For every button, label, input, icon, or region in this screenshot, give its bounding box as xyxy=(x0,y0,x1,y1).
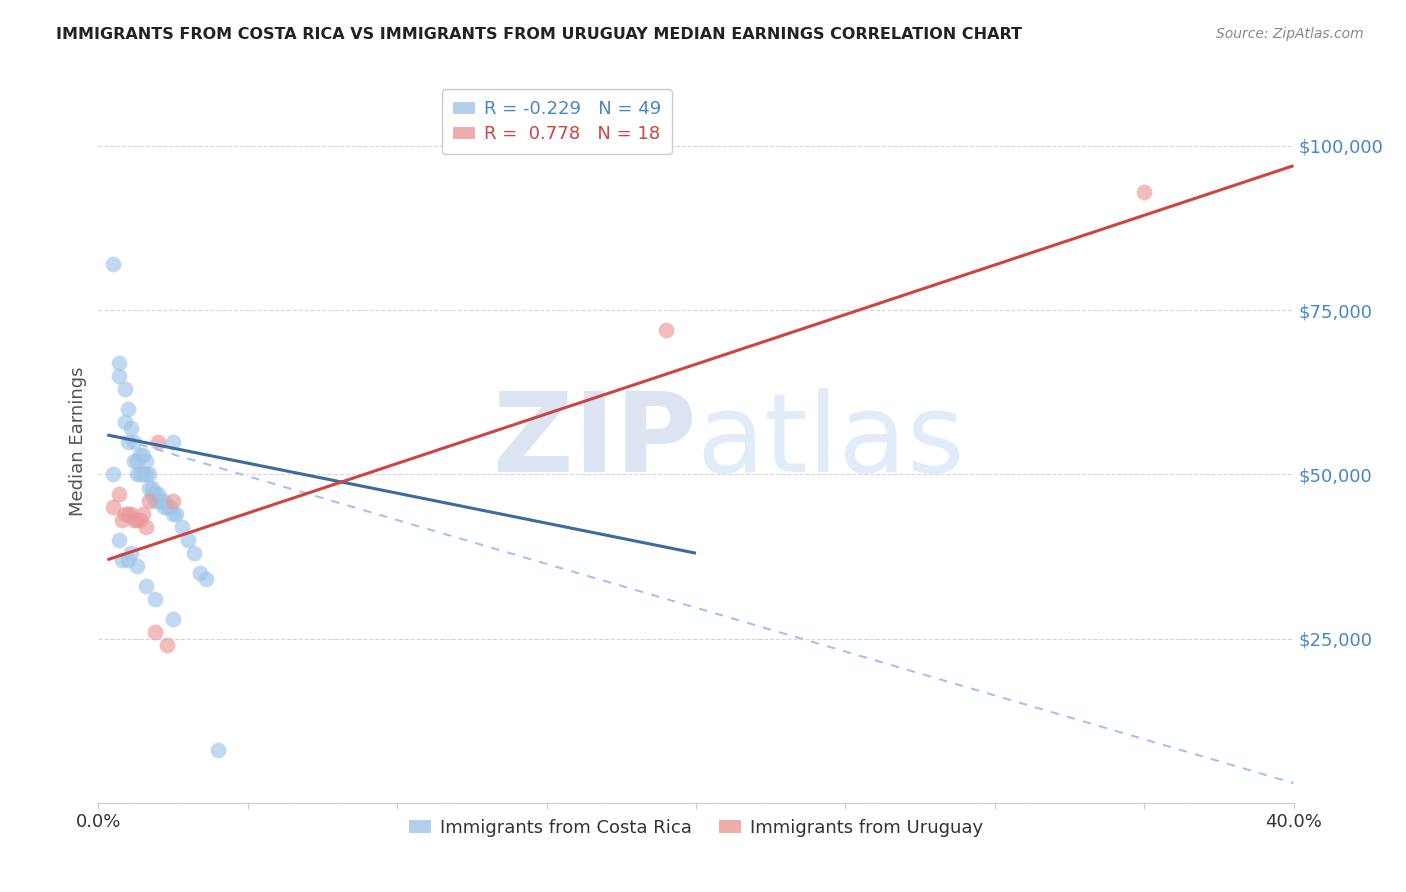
Point xyxy=(114,415,136,429)
Point xyxy=(111,553,134,567)
Point xyxy=(207,743,229,757)
Point xyxy=(129,467,152,482)
Point xyxy=(114,507,136,521)
Text: IMMIGRANTS FROM COSTA RICA VS IMMIGRANTS FROM URUGUAY MEDIAN EARNINGS CORRELATIO: IMMIGRANTS FROM COSTA RICA VS IMMIGRANTS… xyxy=(56,27,1022,42)
Point xyxy=(117,507,139,521)
Point xyxy=(156,500,179,515)
Point xyxy=(135,454,157,468)
Point xyxy=(117,434,139,449)
Point xyxy=(1133,185,1156,199)
Point xyxy=(124,513,146,527)
Point xyxy=(127,454,149,468)
Point xyxy=(132,467,155,482)
Point xyxy=(195,573,218,587)
Legend: Immigrants from Costa Rica, Immigrants from Uruguay: Immigrants from Costa Rica, Immigrants f… xyxy=(402,812,990,845)
Point xyxy=(120,421,142,435)
Point xyxy=(120,546,142,560)
Point xyxy=(148,434,170,449)
Point xyxy=(135,520,157,534)
Point xyxy=(153,500,176,515)
Point xyxy=(103,467,125,482)
Point xyxy=(138,481,160,495)
Point xyxy=(655,323,678,337)
Point xyxy=(172,520,194,534)
Y-axis label: Median Earnings: Median Earnings xyxy=(69,367,87,516)
Point xyxy=(117,401,139,416)
Point xyxy=(135,467,157,482)
Point xyxy=(132,507,155,521)
Text: ZIP: ZIP xyxy=(492,388,696,495)
Point xyxy=(162,434,184,449)
Point xyxy=(148,487,170,501)
Point xyxy=(135,579,157,593)
Point xyxy=(108,533,131,547)
Point xyxy=(153,493,176,508)
Point xyxy=(129,448,152,462)
Point xyxy=(143,487,166,501)
Point xyxy=(108,487,131,501)
Point xyxy=(159,500,181,515)
Point xyxy=(138,493,160,508)
Point xyxy=(108,356,131,370)
Point xyxy=(114,382,136,396)
Point xyxy=(162,507,184,521)
Point xyxy=(127,467,149,482)
Point xyxy=(127,513,149,527)
Point xyxy=(124,434,146,449)
Point xyxy=(183,546,205,560)
Point xyxy=(111,513,134,527)
Point xyxy=(108,368,131,383)
Point xyxy=(141,481,163,495)
Text: atlas: atlas xyxy=(696,388,965,495)
Point xyxy=(143,592,166,607)
Point xyxy=(141,487,163,501)
Point xyxy=(177,533,200,547)
Point xyxy=(120,507,142,521)
Point xyxy=(143,625,166,640)
Point xyxy=(132,448,155,462)
Point xyxy=(165,507,187,521)
Point xyxy=(143,493,166,508)
Point xyxy=(124,454,146,468)
Point xyxy=(129,513,152,527)
Point xyxy=(117,553,139,567)
Point xyxy=(162,612,184,626)
Point xyxy=(188,566,211,580)
Point xyxy=(162,493,184,508)
Point xyxy=(103,500,125,515)
Point xyxy=(103,257,125,271)
Point xyxy=(127,559,149,574)
Point xyxy=(148,493,170,508)
Point xyxy=(138,467,160,482)
Point xyxy=(150,493,173,508)
Text: Source: ZipAtlas.com: Source: ZipAtlas.com xyxy=(1216,27,1364,41)
Point xyxy=(156,638,179,652)
